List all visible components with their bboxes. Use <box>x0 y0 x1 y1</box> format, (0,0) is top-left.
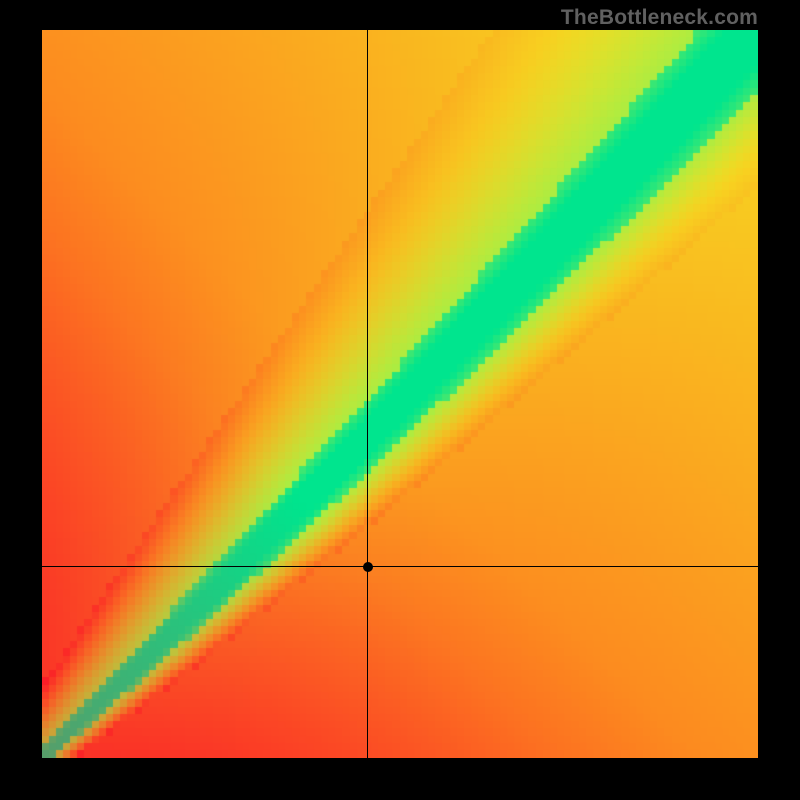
crosshair-operating-point <box>363 562 373 572</box>
bottleneck-heatmap <box>42 30 758 758</box>
crosshair-horizontal-line <box>42 566 758 567</box>
crosshair-vertical-line <box>367 30 368 758</box>
watermark-text: TheBottleneck.com <box>561 6 758 30</box>
